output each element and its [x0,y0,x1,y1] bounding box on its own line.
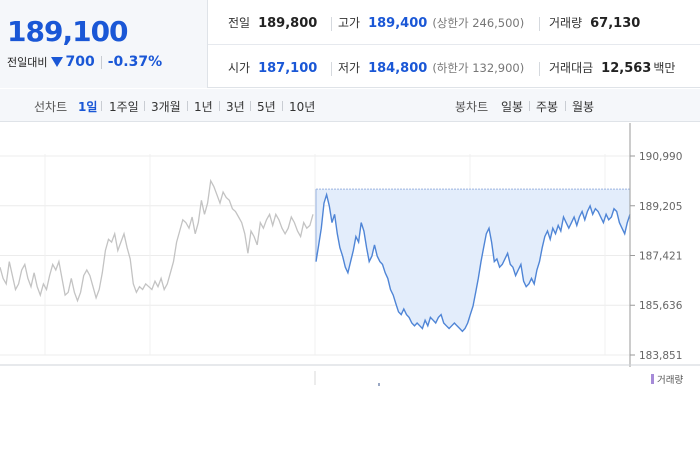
period-5y[interactable]: 5년 [257,100,276,114]
y-tick-label: 185,636 [639,300,683,312]
price-chart: 190,990 189,205 187,421 185,636 183,851 거래량 [0,123,700,450]
divider [100,55,102,69]
candle-weekly[interactable]: 주봉 [536,100,559,114]
period-3m[interactable]: 3개월 [151,100,181,114]
trade-value-value: 12,563 [601,61,652,76]
period-3y[interactable]: 3년 [226,100,245,114]
y-tick-label: 183,851 [639,350,682,362]
volume-value: 67,130 [590,16,641,31]
candle-daily[interactable]: 일봉 [501,100,524,114]
divider [282,101,283,111]
divider [250,101,251,111]
price-chart-svg: 190,990 189,205 187,421 185,636 183,851 거래량 [0,123,700,386]
quote-panel: 189,100 전일대비 700 -0.37% 전일 189,800 고가 18… [0,0,700,88]
today-line [315,192,631,333]
high-value: 189,400 [368,16,428,31]
row-divider [208,44,700,45]
divider [144,101,145,111]
divider [219,101,220,111]
trade-value-unit: 백만 [653,61,676,75]
y-tick-label: 190,990 [639,151,682,163]
divider [331,17,332,31]
line-chart-label[interactable]: 선차트 [34,100,68,114]
candle-chart-label[interactable]: 봉차트 [455,100,489,114]
period-1w[interactable]: 1주일 [109,100,139,114]
volume-legend-mark [651,374,654,384]
prev-close-value: 189,800 [258,16,318,31]
high-label: 고가 [338,16,361,30]
low-label: 저가 [338,61,361,75]
down-arrow-icon [51,57,64,67]
period-1y[interactable]: 1년 [194,100,213,114]
divider [101,101,102,111]
price-box: 189,100 전일대비 700 -0.37% [0,0,208,88]
current-price: 189,100 [7,15,129,48]
previous-day-line [0,178,314,303]
change-line: 전일대비 700 -0.37% [7,54,162,70]
divider [539,62,540,76]
low-price: 저가 184,800 (하한가 132,900) [338,59,524,76]
change-value: 700 [65,54,95,70]
period-10y[interactable]: 10년 [289,100,316,114]
today-area-fill [316,189,630,332]
y-tick-label: 187,421 [639,250,682,262]
lower-limit: (하한가 132,900) [432,61,525,75]
volume-bar [378,383,380,386]
open-price: 시가 187,100 [228,59,317,76]
trade-value: 거래대금 12,563 백만 [549,59,675,76]
high-price: 고가 189,400 (상한가 246,500) [338,14,524,31]
candle-monthly[interactable]: 월봉 [572,100,595,114]
divider [331,62,332,76]
open-value: 187,100 [258,61,318,76]
divider [187,101,188,111]
low-value: 184,800 [368,61,428,76]
period-toolbar: 선차트 1일 1주일 3개월 1년 3년 5년 10년 봉차트 일봉 주봉 월봉 [0,89,700,122]
volume-legend-label: 거래량 [657,374,683,386]
prev-close-label: 전일 [228,16,251,30]
divider [539,17,540,31]
volume: 거래량 67,130 [549,14,640,31]
upper-limit: (상한가 246,500) [432,16,525,30]
prev-close: 전일 189,800 [228,14,317,31]
divider [565,101,566,111]
period-1d[interactable]: 1일 [78,100,98,114]
divider [529,101,530,111]
open-label: 시가 [228,61,251,75]
change-percent: -0.37% [107,54,163,70]
trade-value-label: 거래대금 [549,61,594,75]
volume-label: 거래량 [549,16,583,30]
y-tick-label: 189,205 [639,201,682,213]
change-label: 전일대비 [7,56,48,69]
